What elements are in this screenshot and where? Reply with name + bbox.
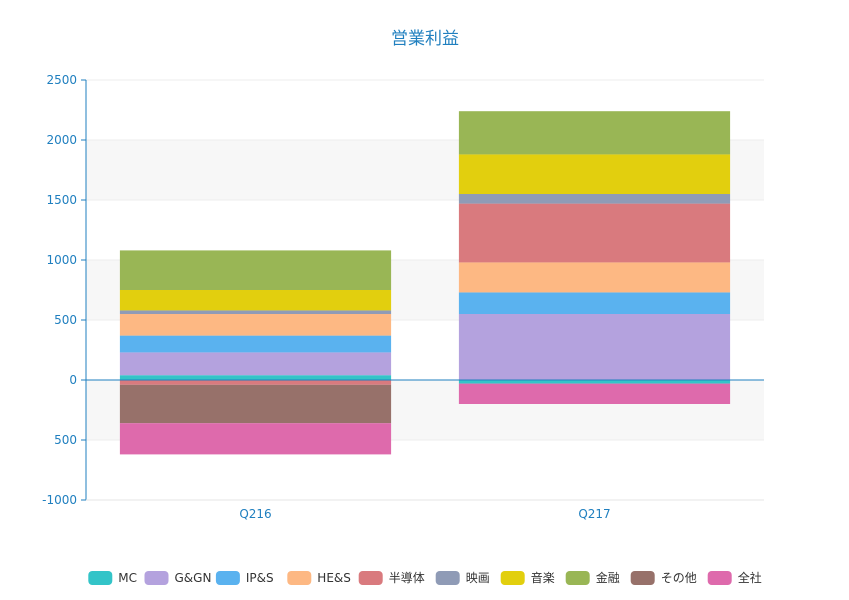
legend-swatch bbox=[565, 571, 590, 585]
legend-label: 半導体 bbox=[389, 571, 425, 585]
legend-item: 映画 bbox=[435, 571, 490, 585]
bar-segment bbox=[119, 314, 392, 336]
y-tick-label: 2500 bbox=[46, 73, 77, 87]
legend-swatch bbox=[630, 571, 655, 585]
legend-swatch bbox=[707, 571, 732, 585]
bar-segment bbox=[458, 154, 731, 194]
legend-swatch bbox=[88, 571, 113, 585]
legend-item: 金融 bbox=[565, 570, 620, 585]
legend-item: 全社 bbox=[707, 570, 762, 585]
legend-item: 音楽 bbox=[500, 570, 555, 585]
legend-swatch bbox=[144, 571, 169, 585]
legend-label: G&GN bbox=[175, 571, 212, 585]
y-axis: 2500 2000 1500 1000 500 0 500 -1000 bbox=[42, 73, 87, 507]
bar-segment bbox=[458, 203, 731, 263]
bar-segment bbox=[119, 250, 392, 290]
bar-segment bbox=[119, 423, 392, 455]
y-tick-label: -1000 bbox=[42, 493, 77, 507]
legend-item: その他 bbox=[630, 571, 697, 585]
bar-segment bbox=[119, 380, 392, 385]
y-tick-label: 1500 bbox=[46, 193, 77, 207]
legend-label: HE&S bbox=[317, 571, 351, 585]
bar-segment bbox=[458, 383, 731, 404]
legend-label: 全社 bbox=[738, 570, 762, 585]
y-tick-label: 0 bbox=[69, 373, 77, 387]
bar-segment bbox=[119, 290, 392, 311]
y-tick-label: 500 bbox=[54, 313, 77, 327]
chart-title: 営業利益 bbox=[391, 29, 459, 49]
bars bbox=[119, 111, 731, 455]
bar-segment bbox=[119, 310, 392, 314]
legend-label: 金融 bbox=[596, 570, 620, 585]
legend: MC G&GN IP&S HE&S 半導体 映画 音楽 金融 その他 全社 bbox=[88, 570, 762, 585]
legend-label: MC bbox=[118, 571, 137, 585]
bar-segment bbox=[458, 314, 731, 380]
bar-segment bbox=[458, 380, 731, 384]
legend-label: 音楽 bbox=[531, 570, 555, 585]
x-tick-label: Q216 bbox=[239, 507, 271, 521]
x-axis: Q216 Q217 bbox=[86, 499, 764, 521]
bar-segment bbox=[458, 292, 731, 314]
legend-item: 半導体 bbox=[358, 571, 425, 585]
bar-segment bbox=[119, 352, 392, 376]
legend-item: IP&S bbox=[215, 571, 274, 585]
legend-item: HE&S bbox=[287, 571, 351, 585]
bar-segment bbox=[119, 375, 392, 380]
legend-item: MC bbox=[88, 571, 137, 585]
bar-segment bbox=[119, 335, 392, 353]
legend-label: その他 bbox=[661, 571, 697, 585]
legend-swatch bbox=[500, 571, 525, 585]
bar-segment bbox=[119, 384, 392, 424]
bar-segment bbox=[458, 194, 731, 204]
legend-label: IP&S bbox=[246, 571, 274, 585]
y-tick-label: 500 bbox=[54, 433, 77, 447]
x-tick-label: Q217 bbox=[578, 507, 610, 521]
bar-segment bbox=[458, 111, 731, 155]
legend-swatch bbox=[435, 571, 460, 585]
legend-item: G&GN bbox=[144, 571, 212, 585]
y-tick-label: 2000 bbox=[46, 133, 77, 147]
legend-swatch bbox=[287, 571, 312, 585]
legend-label: 映画 bbox=[466, 571, 490, 585]
legend-swatch bbox=[215, 571, 240, 585]
y-tick-label: 1000 bbox=[46, 253, 77, 267]
legend-swatch bbox=[358, 571, 383, 585]
bar-segment bbox=[458, 262, 731, 293]
